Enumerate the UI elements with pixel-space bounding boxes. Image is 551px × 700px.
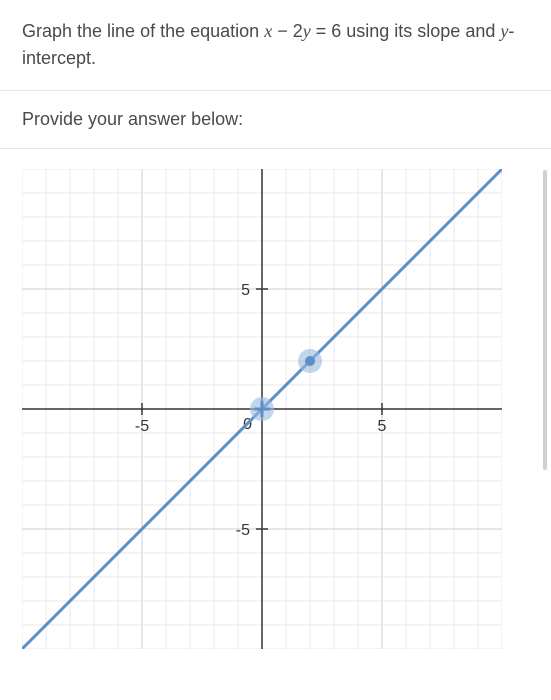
chart-container: -5-5055 — [0, 149, 551, 669]
svg-text:5: 5 — [378, 418, 387, 435]
scrollbar[interactable] — [543, 170, 547, 470]
svg-text:-5: -5 — [236, 522, 250, 539]
prompt-block: Provide your answer below: — [0, 91, 551, 149]
question-text: Graph the line of the equation x − 2y = … — [22, 18, 529, 72]
question-block: Graph the line of the equation x − 2y = … — [0, 0, 551, 91]
svg-text:-5: -5 — [135, 418, 149, 435]
equation-y: y — [303, 21, 311, 41]
answer-prompt: Provide your answer below: — [22, 109, 529, 130]
coordinate-graph[interactable]: -5-5055 — [22, 169, 502, 649]
question-prefix: Graph the line of the equation — [22, 21, 264, 41]
equation-x: x — [264, 21, 272, 41]
question-suffix: using its slope and — [341, 21, 500, 41]
svg-text:5: 5 — [241, 282, 250, 299]
